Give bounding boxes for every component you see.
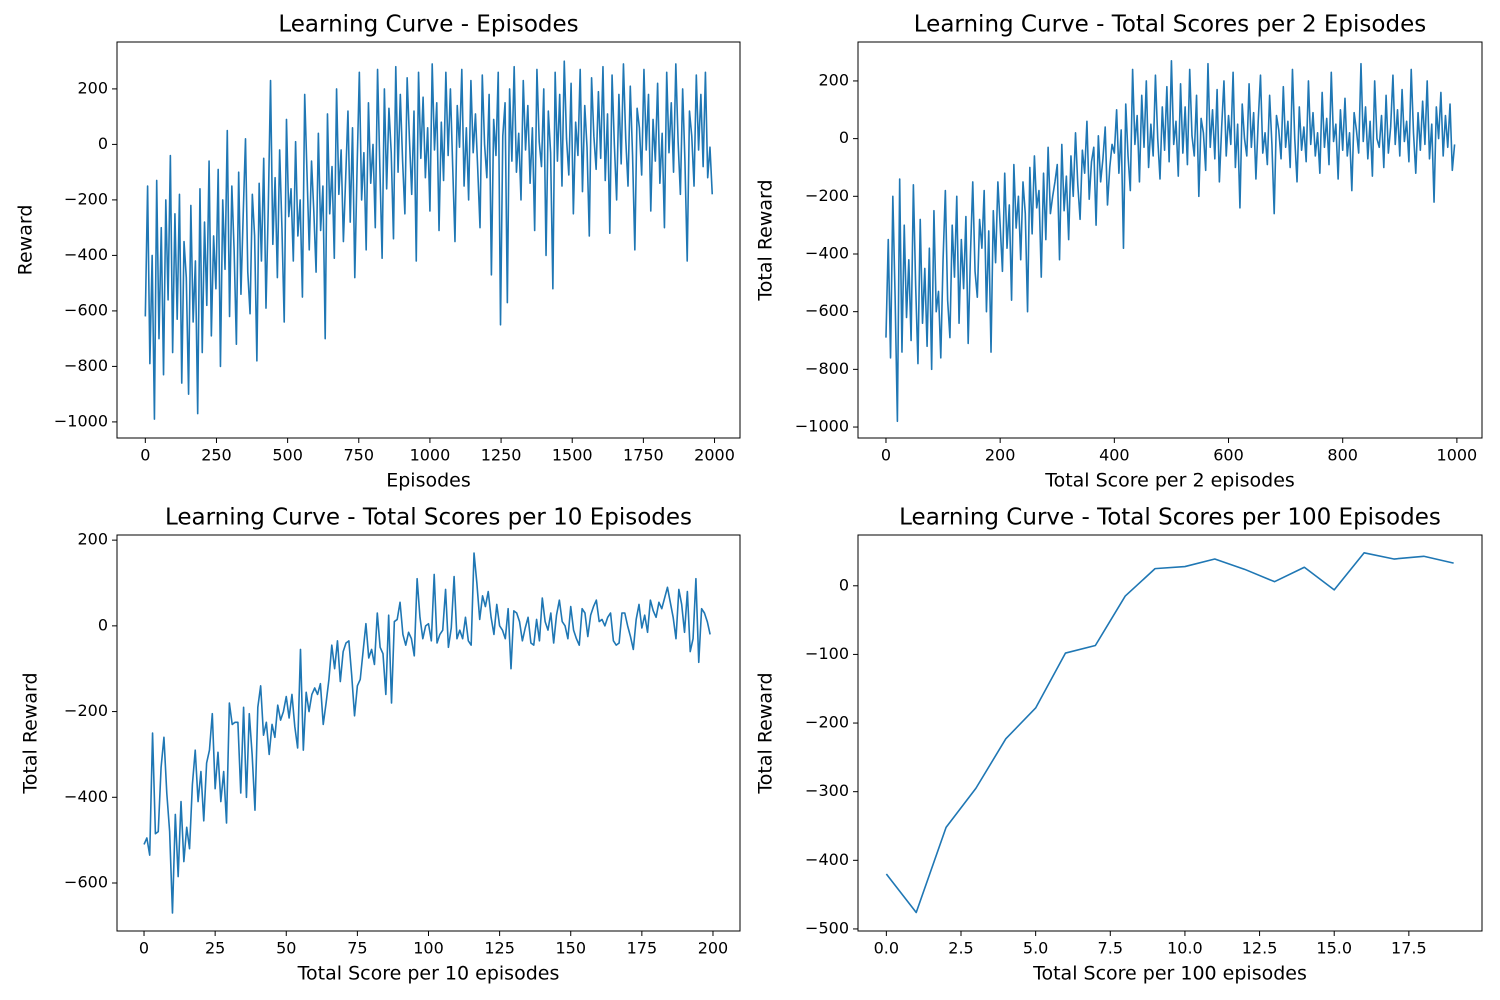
y-axis-label: Total Reward <box>755 672 777 794</box>
y-tick-label: −200 <box>805 713 849 732</box>
y-tick-label: −200 <box>64 701 108 720</box>
x-tick-label: 1250 <box>481 446 522 465</box>
y-tick-label: −200 <box>805 186 849 205</box>
y-tick-label: −400 <box>64 245 108 264</box>
x-tick-label: 0.0 <box>874 939 899 958</box>
chart-title: Learning Curve - Total Scores per 10 Epi… <box>165 505 692 531</box>
axes-frame <box>857 534 1483 932</box>
x-tick-label: 400 <box>1099 446 1130 465</box>
x-tick-label: 12.5 <box>1242 939 1278 958</box>
data-line <box>143 552 711 914</box>
x-tick-label: 1000 <box>410 446 451 465</box>
y-tick-label: −500 <box>805 918 849 937</box>
y-axis-label: Total Reward <box>755 179 777 301</box>
y-axis-label: Total Reward <box>20 672 42 794</box>
x-tick-label: 0 <box>881 446 891 465</box>
y-tick-label: 0 <box>98 615 108 634</box>
plot-area <box>144 60 714 420</box>
x-tick-label: 500 <box>272 446 303 465</box>
x-tick-label: 800 <box>1327 446 1358 465</box>
x-tick-label: 100 <box>413 939 444 958</box>
y-tick-label: −400 <box>805 243 849 262</box>
x-tick-label: 200 <box>698 939 729 958</box>
x-tick-label: 0 <box>139 939 149 958</box>
y-tick-label: −100 <box>805 644 849 663</box>
x-tick-label: 7.5 <box>1098 939 1123 958</box>
chart-title: Learning Curve - Total Scores per 2 Epis… <box>914 12 1426 38</box>
y-tick-label: −600 <box>805 301 849 320</box>
x-tick-label: 0 <box>140 446 150 465</box>
x-tick-label: 200 <box>985 446 1016 465</box>
x-axis-label: Total Score per 100 episodes <box>1032 963 1307 985</box>
y-tick-label: −600 <box>64 873 108 892</box>
y-tick-label: −800 <box>805 359 849 378</box>
x-axis-label: Episodes <box>386 470 471 492</box>
x-tick-label: 250 <box>201 446 232 465</box>
data-line <box>144 60 714 420</box>
x-tick-label: 175 <box>627 939 658 958</box>
y-tick-label: −800 <box>64 356 108 375</box>
x-tick-label: 600 <box>1213 446 1244 465</box>
x-tick-label: 75 <box>347 939 367 958</box>
y-tick-label: −1000 <box>54 411 108 430</box>
x-tick-label: 2.5 <box>948 939 973 958</box>
x-tick-label: 5.0 <box>1023 939 1048 958</box>
x-tick-label: 50 <box>276 939 296 958</box>
data-line <box>885 552 1454 914</box>
y-tick-label: −400 <box>805 850 849 869</box>
plot-area <box>143 552 711 914</box>
y-tick-label: 0 <box>98 134 108 153</box>
y-axis-label: Reward <box>15 205 37 276</box>
y-tick-label: −200 <box>64 189 108 208</box>
x-tick-label: 10.0 <box>1167 939 1203 958</box>
x-tick-label: 125 <box>484 939 515 958</box>
plot-area <box>885 59 1456 423</box>
x-tick-label: 1750 <box>623 446 664 465</box>
x-tick-label: 17.5 <box>1391 939 1427 958</box>
y-tick-label: −300 <box>805 781 849 800</box>
y-tick-label: 200 <box>818 70 849 89</box>
axes-frame <box>116 534 741 932</box>
y-tick-label: −1000 <box>795 417 849 436</box>
x-tick-label: 150 <box>555 939 586 958</box>
x-tick-label: 25 <box>205 939 225 958</box>
x-tick-label: 1500 <box>552 446 593 465</box>
y-tick-label: 0 <box>839 128 849 147</box>
y-tick-label: 200 <box>77 530 108 549</box>
x-axis-label: Total Score per 2 episodes <box>1044 470 1295 492</box>
y-tick-label: −600 <box>64 300 108 319</box>
x-tick-label: 2000 <box>694 446 735 465</box>
y-tick-label: 200 <box>77 78 108 97</box>
x-tick-label: 1000 <box>1437 446 1478 465</box>
data-line <box>885 59 1456 423</box>
x-tick-label: 15.0 <box>1316 939 1352 958</box>
y-tick-label: 0 <box>839 575 849 594</box>
y-tick-label: −400 <box>64 787 108 806</box>
x-axis-label: Total Score per 10 episodes <box>297 963 560 985</box>
axes-frame <box>116 41 741 439</box>
plot-area <box>885 552 1454 914</box>
chart-title: Learning Curve - Total Scores per 100 Ep… <box>899 505 1441 531</box>
chart-title: Learning Curve - Episodes <box>278 12 578 38</box>
x-tick-label: 750 <box>343 446 374 465</box>
axes-frame <box>857 41 1483 439</box>
